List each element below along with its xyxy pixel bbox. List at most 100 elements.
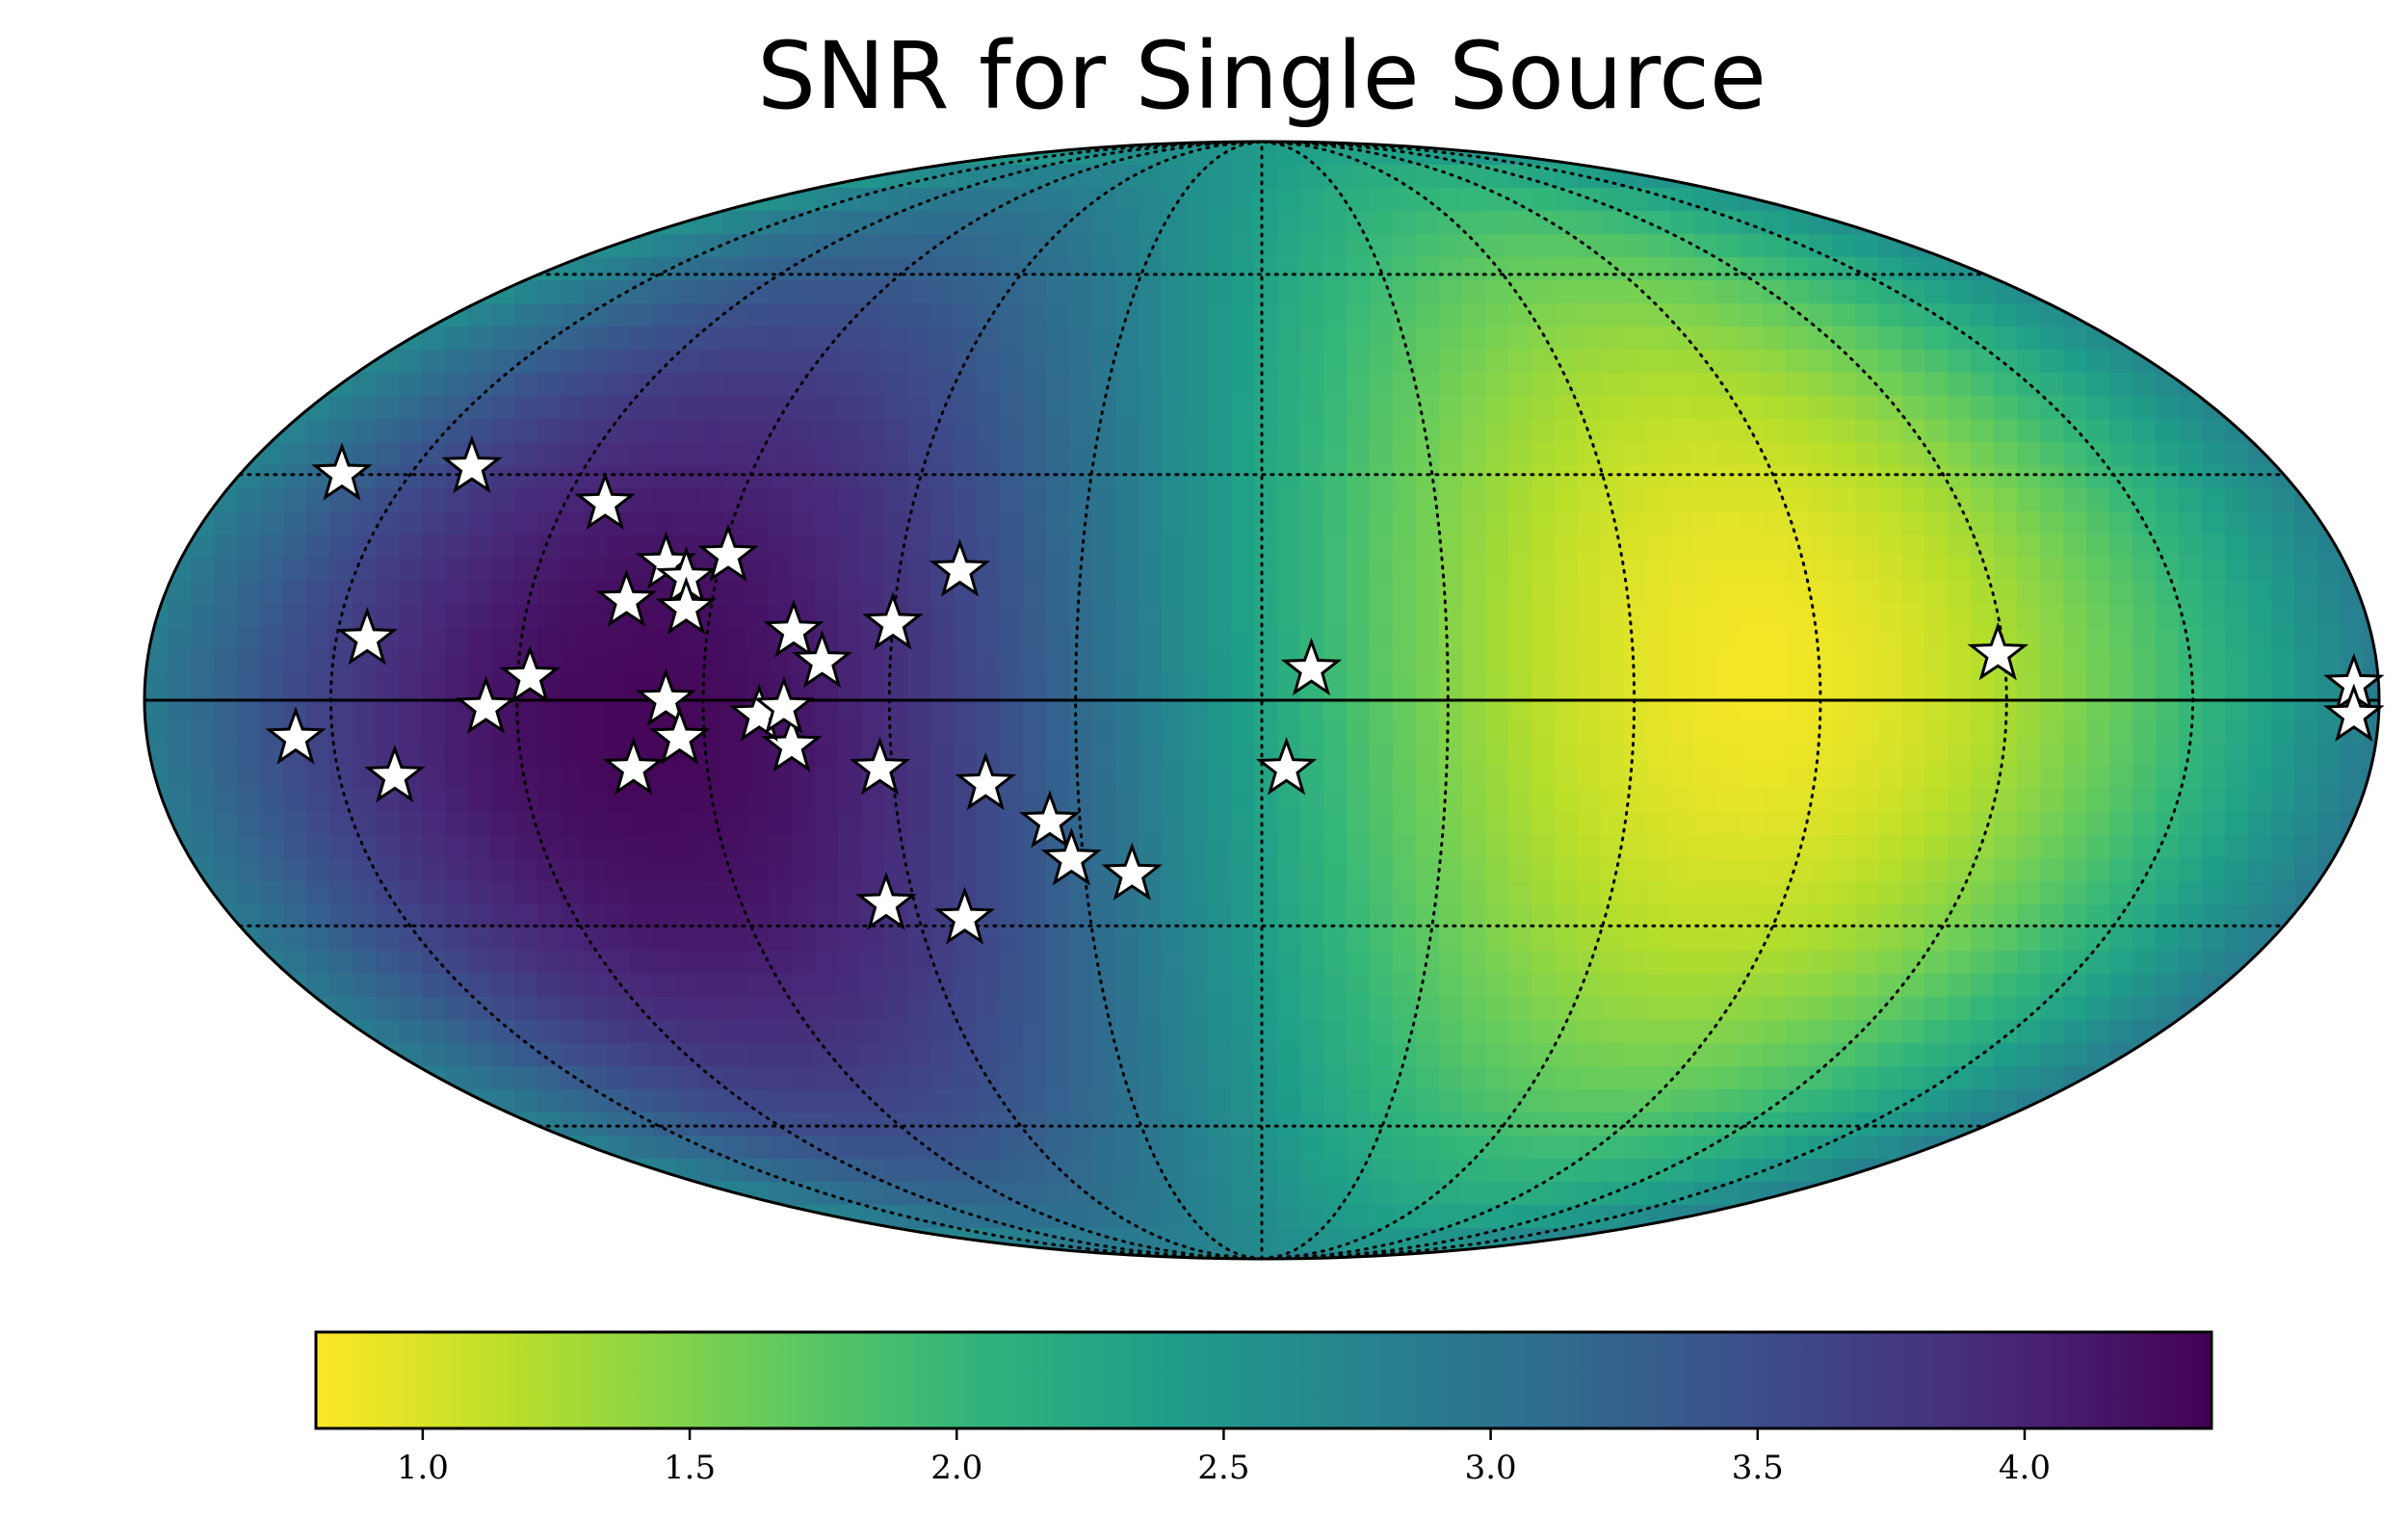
heatmap-cell [653,766,677,790]
heatmap-cell [838,465,862,489]
heatmap-cell [2156,1066,2180,1090]
heatmap-cell [2017,396,2041,420]
heatmap-cell [2156,1136,2180,1160]
heatmap-cell [1809,1020,1833,1044]
heatmap-cell [2294,1043,2318,1067]
heatmap-cell [676,881,700,905]
heatmap-cell [653,465,677,489]
heatmap-cell [954,1205,978,1229]
heatmap-cell [1139,1205,1163,1229]
heatmap-cell [1416,211,1440,235]
heatmap-cell [1277,1066,1301,1090]
heatmap-cell [2156,627,2180,651]
heatmap-cell [2271,928,2295,952]
heatmap-cell [907,1066,931,1090]
heatmap-cell [214,396,238,420]
heatmap-cell [977,188,1001,212]
heatmap-cell [1046,673,1070,697]
heatmap-cell [930,881,955,905]
heatmap-cell [491,581,515,605]
heatmap-cell [1924,1089,1949,1113]
heatmap-cell [514,165,538,189]
heatmap-cell [676,1205,700,1229]
heatmap-cell [1139,627,1163,651]
heatmap-cell [537,1228,562,1252]
heatmap-cell [1462,789,1486,813]
heatmap-cell [1092,188,1116,212]
heatmap-cell [1023,881,1047,905]
heatmap-cell [1208,535,1232,559]
heatmap-cell [1578,1089,1602,1113]
heatmap-cell [1809,928,1833,952]
heatmap-cell [1670,1043,1694,1067]
heatmap-cell [1462,535,1486,559]
heatmap-cell [1370,766,1394,790]
heatmap-cell [815,142,839,166]
heatmap-cell [1878,1251,1902,1259]
heatmap-cell [214,835,238,859]
heatmap-cell [2040,1228,2064,1252]
heatmap-cell [1948,488,1972,512]
heatmap-cell [1809,1089,1833,1113]
heatmap-cell [168,511,192,536]
heatmap-cell [445,350,469,374]
heatmap-cell [2109,743,2133,767]
heatmap-cell [1300,766,1324,790]
heatmap-cell [191,673,215,697]
heatmap-cell [699,951,723,975]
heatmap-cell [1855,858,1879,882]
heatmap-cell [2109,1066,2133,1090]
heatmap-cell [1601,327,1625,351]
heatmap-cell [2294,465,2318,489]
heatmap-cell [1000,1043,1024,1067]
heatmap-cell [1994,350,2018,374]
heatmap-cell [422,835,446,859]
heatmap-cell [2017,303,2041,327]
heatmap-cell [144,1089,169,1113]
heatmap-cell [861,1136,885,1160]
heatmap-cell [2109,142,2133,166]
colorbar-tick-label: 1.5 [664,1449,716,1487]
heatmap-cell [1208,1205,1232,1229]
heatmap-cell [1716,627,1741,651]
heatmap-cell [1647,327,1671,351]
heatmap-cell [2294,997,2318,1021]
heatmap-cell [1347,165,1371,189]
heatmap-cell [1555,1251,1579,1259]
heatmap-cell [1069,373,1093,397]
heatmap-cell [1855,951,1879,975]
heatmap-cell [1531,1066,1556,1090]
heatmap-cell [2271,211,2295,235]
heatmap-cell [630,928,654,952]
heatmap-cell [1740,142,1764,166]
heatmap-cell [907,650,931,674]
heatmap-cell [746,465,770,489]
heatmap-cell [2248,373,2272,397]
heatmap-cell [1578,835,1602,859]
heatmap-cell [2225,442,2249,466]
heatmap-cell [2017,1020,2041,1044]
heatmap-cell [329,234,353,258]
heatmap-cell [954,858,978,882]
heatmap-cell [1439,1089,1463,1113]
heatmap-cell [422,142,446,166]
heatmap-cell [769,142,793,166]
heatmap-cell [2294,280,2318,304]
heatmap-cell [954,1066,978,1090]
heatmap-cell [422,1112,446,1137]
heatmap-cell [2109,858,2133,882]
heatmap-cell [2317,1020,2342,1044]
heatmap-cell [2271,743,2295,767]
heatmap-cell [699,1089,723,1113]
heatmap-cell [491,465,515,489]
heatmap-cell [1809,350,1833,374]
heatmap-cell [353,789,377,813]
heatmap-cell [2063,211,2087,235]
heatmap-cell [884,165,908,189]
heatmap-cell [2248,928,2272,952]
heatmap-cell [2225,881,2249,905]
heatmap-cell [1878,951,1902,975]
heatmap-cell [2156,951,2180,975]
heatmap-cell [1162,419,1186,443]
heatmap-cell [1300,974,1324,998]
